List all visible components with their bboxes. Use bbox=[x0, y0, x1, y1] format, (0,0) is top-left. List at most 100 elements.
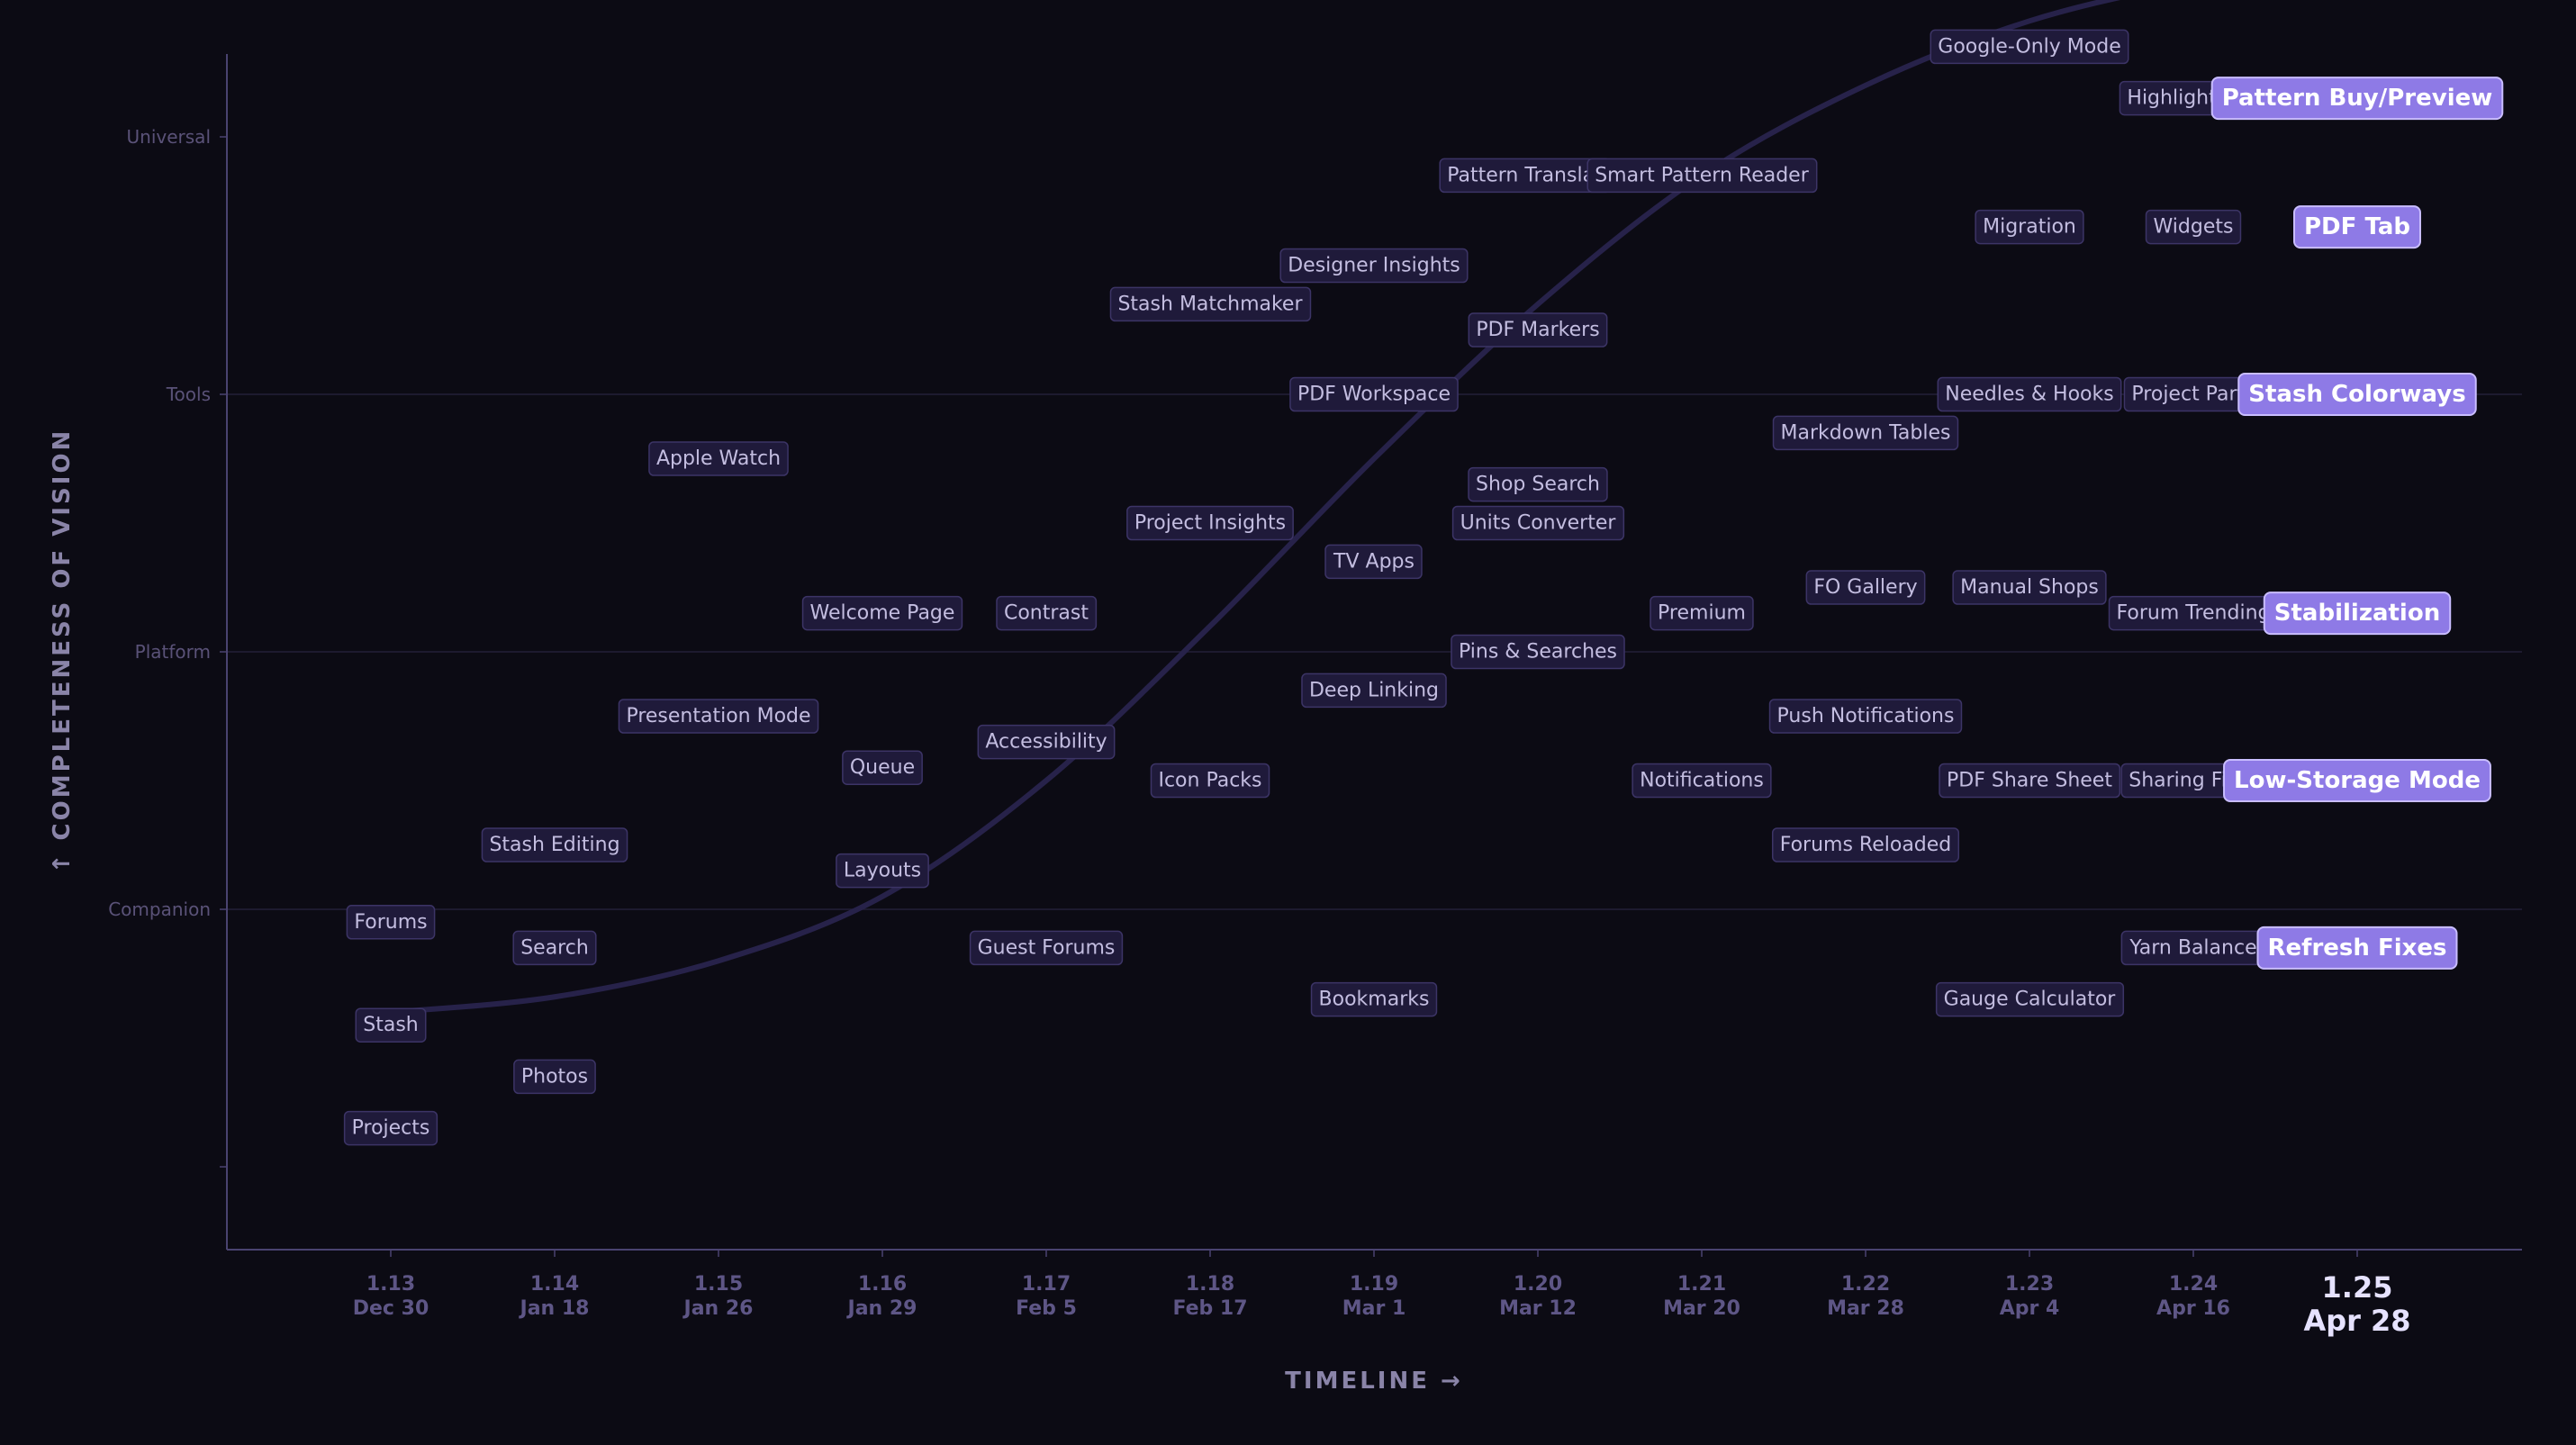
feature-label-text: Stabilization bbox=[2274, 600, 2440, 627]
x-tick-date: Feb 17 bbox=[1172, 1297, 1247, 1320]
feature-label-stash-matchmaker: Stash Matchmaker bbox=[1109, 286, 1312, 322]
feature-label-stash-editing: Stash Editing bbox=[481, 827, 628, 862]
feature-label-text: Refresh Fixes bbox=[2267, 935, 2446, 962]
feature-label-pattern-translat: Pattern Translat bbox=[1439, 158, 1611, 194]
x-tick-version: 1.23 bbox=[2005, 1273, 2054, 1296]
x-tick-version: 1.21 bbox=[1677, 1273, 1726, 1296]
x-tick-date: Apr 28 bbox=[2303, 1304, 2410, 1338]
feature-label-box bbox=[1289, 376, 1459, 412]
x-tick-date: Mar 12 bbox=[1499, 1297, 1577, 1320]
x-tick-date: Mar 20 bbox=[1663, 1297, 1740, 1320]
x-tick-version: 1.15 bbox=[694, 1273, 743, 1296]
feature-label-text: Google-Only Mode bbox=[1938, 35, 2120, 58]
feature-label-box bbox=[2293, 205, 2421, 249]
feature-label-text: TV Apps bbox=[1333, 550, 1415, 573]
feature-label-text: PDF Share Sheet bbox=[1947, 770, 2112, 792]
feature-label-text: Pattern Buy/Preview bbox=[2222, 85, 2493, 112]
feature-label-box bbox=[2256, 926, 2458, 970]
feature-label-text: Smart Pattern Reader bbox=[1595, 164, 1809, 186]
x-tick-date: Jan 18 bbox=[519, 1297, 590, 1320]
feature-label-stash-colorways: Stash Colorways bbox=[2237, 373, 2477, 416]
feature-label-text: PDF Tab bbox=[2304, 213, 2410, 240]
y-tick-labels: Universal Tools Platform Companion bbox=[108, 126, 227, 1168]
feature-label-box bbox=[648, 441, 789, 476]
feature-label-box bbox=[1805, 570, 1926, 605]
feature-label-text: Gauge Calculator bbox=[1944, 989, 2117, 1011]
feature-label-text: Widgets bbox=[2154, 216, 2234, 239]
feature-label-box bbox=[343, 1110, 438, 1146]
feature-label-widgets: Widgets bbox=[2145, 209, 2242, 245]
feature-label-box bbox=[1771, 827, 1960, 862]
x-tick-date: Feb 5 bbox=[1016, 1297, 1077, 1320]
feature-label-box bbox=[1952, 570, 2107, 605]
feature-label-notifications: Notifications bbox=[1631, 763, 1772, 799]
feature-label-units-converter: Units Converter bbox=[1451, 505, 1625, 541]
feature-label-presentation-mode: Presentation Mode bbox=[618, 699, 819, 734]
feature-label-box bbox=[1451, 505, 1625, 541]
feature-label-pattern-buy-preview: Pattern Buy/Preview bbox=[2210, 77, 2504, 121]
feature-label-text: Accessibility bbox=[985, 731, 1107, 754]
feature-label-box bbox=[1586, 158, 1818, 194]
feature-label-box bbox=[513, 1059, 596, 1095]
feature-label-text: Forums Reloaded bbox=[1780, 834, 1952, 856]
feature-label-forum-trending: Forum Trending bbox=[2108, 595, 2279, 631]
feature-label-text: Units Converter bbox=[1460, 512, 1617, 535]
feature-labels: Forums Stash Projects Search Photos Stash Edi… bbox=[343, 29, 2504, 1146]
x-tick-version: 1.13 bbox=[366, 1273, 415, 1296]
feature-label-box bbox=[1975, 209, 2084, 245]
feature-label-smart-pattern-reader: Smart Pattern Reader bbox=[1586, 158, 1818, 194]
feature-label-box bbox=[2223, 759, 2491, 802]
feature-label-photos: Photos bbox=[513, 1059, 596, 1095]
feature-label-box bbox=[2237, 373, 2477, 416]
feature-label-manual-shops: Manual Shops bbox=[1952, 570, 2107, 605]
feature-label-box bbox=[842, 750, 923, 785]
x-tick-version: 1.25 bbox=[2322, 1270, 2393, 1305]
feature-label-pdf-tab: PDF Tab bbox=[2293, 205, 2421, 249]
feature-label-text: Layouts bbox=[844, 860, 921, 882]
feature-label-text: Apple Watch bbox=[656, 447, 781, 470]
feature-label-google-only-mode: Google-Only Mode bbox=[1930, 29, 2129, 65]
x-tick-date: Apr 4 bbox=[2000, 1297, 2060, 1320]
feature-label-box bbox=[1310, 981, 1438, 1017]
feature-label-box bbox=[996, 595, 1098, 631]
y-tick-label: Universal bbox=[127, 126, 211, 148]
feature-label-queue: Queue bbox=[842, 750, 923, 785]
feature-label-text: Contrast bbox=[1004, 602, 1089, 625]
feature-label-text: Pins & Searches bbox=[1459, 641, 1617, 664]
x-tick-date: Dec 30 bbox=[353, 1297, 429, 1320]
feature-label-text: Premium bbox=[1658, 602, 1746, 625]
feature-label-box bbox=[1109, 286, 1312, 322]
feature-label-box bbox=[1935, 981, 2125, 1017]
feature-label-text: Forum Trending bbox=[2117, 602, 2271, 625]
feature-label-layouts: Layouts bbox=[836, 853, 929, 889]
feature-label-text: Stash Colorways bbox=[2248, 381, 2465, 408]
feature-label-push-notifications: Push Notifications bbox=[1768, 699, 1963, 734]
feature-label-text: Search bbox=[520, 936, 589, 959]
feature-label-text: Deep Linking bbox=[1309, 679, 1439, 701]
feature-label-box bbox=[1468, 466, 1608, 502]
feature-label-text: PDF Workspace bbox=[1297, 384, 1451, 406]
feature-label-text: Stash Matchmaker bbox=[1117, 293, 1303, 315]
x-tick-version: 1.24 bbox=[2169, 1273, 2218, 1296]
feature-label-text: Migration bbox=[1983, 216, 2076, 239]
x-tick-date: Mar 28 bbox=[1827, 1297, 1904, 1320]
feature-label-text: Low-Storage Mode bbox=[2234, 767, 2481, 794]
feature-label-deep-linking: Deep Linking bbox=[1301, 673, 1447, 709]
feature-label-text: Sharing Fix bbox=[2129, 770, 2238, 792]
feature-label-tv-apps: TV Apps bbox=[1324, 544, 1423, 580]
feature-label-apple-watch: Apple Watch bbox=[648, 441, 789, 476]
feature-label-designer-insights: Designer Insights bbox=[1279, 248, 1469, 284]
feature-label-text: Forums bbox=[354, 911, 427, 934]
feature-label-text: Push Notifications bbox=[1777, 705, 1955, 727]
x-tick-version: 1.20 bbox=[1514, 1273, 1562, 1296]
feature-label-text: Notifications bbox=[1640, 770, 1764, 792]
feature-label-contrast: Contrast bbox=[996, 595, 1098, 631]
feature-label-pdf-share-sheet: PDF Share Sheet bbox=[1939, 763, 2121, 799]
x-tick-version: 1.17 bbox=[1022, 1273, 1071, 1296]
feature-label-box bbox=[836, 853, 929, 889]
feature-label-box bbox=[1631, 763, 1772, 799]
feature-label-text: Project Insights bbox=[1134, 512, 1286, 535]
feature-label-box bbox=[346, 905, 436, 940]
